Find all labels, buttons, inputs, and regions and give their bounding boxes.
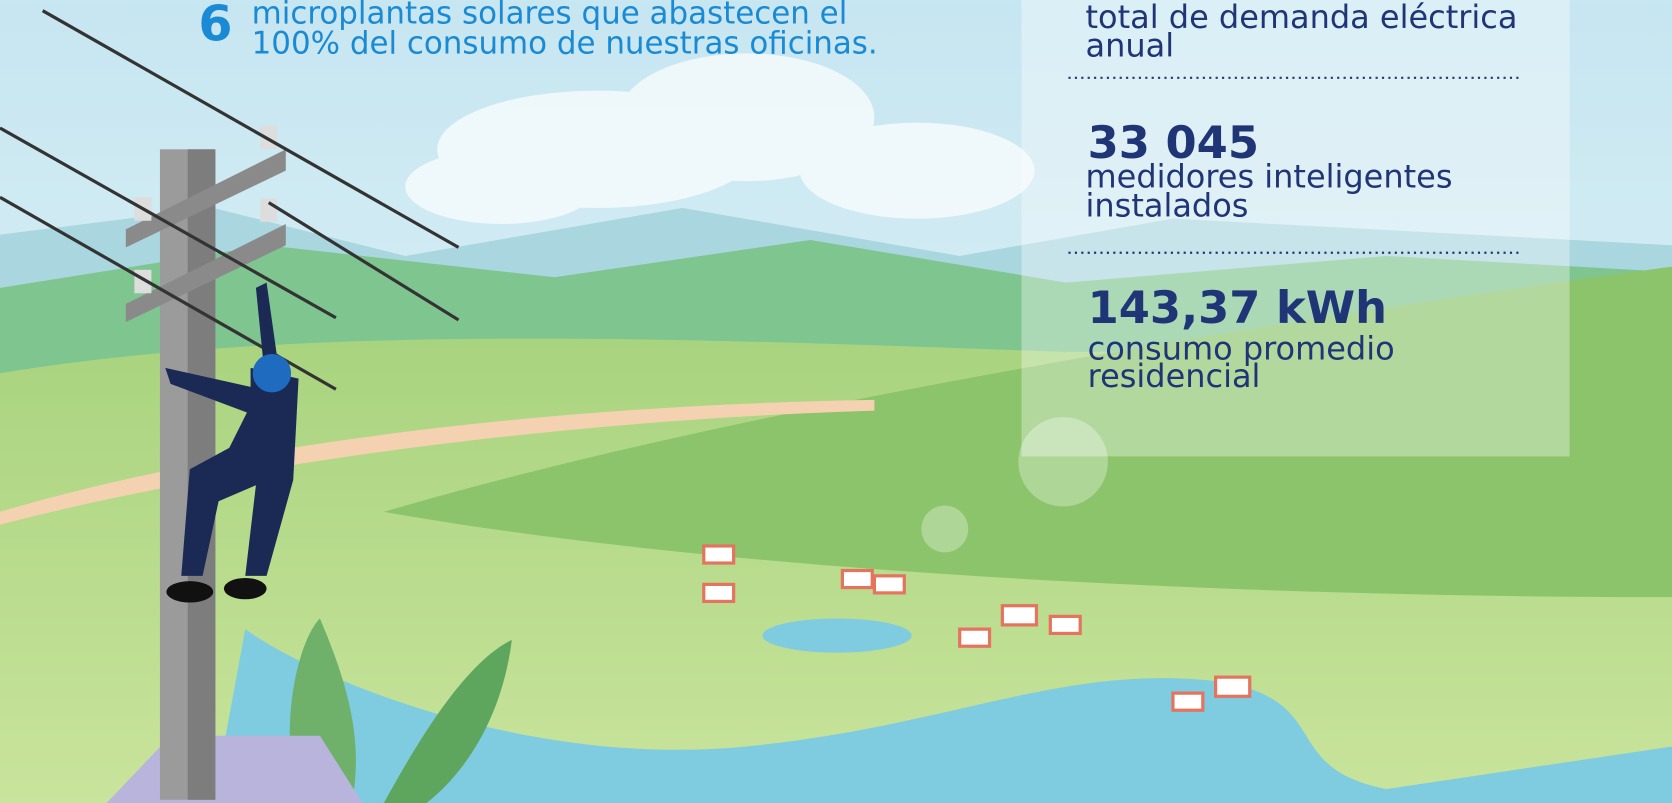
crop-field: [383, 266, 1672, 598]
intro-text: 100% del consumo de nuestras oficinas.: [252, 25, 878, 61]
stat-number: 143,37 kWh: [1088, 281, 1387, 334]
stats-panel: [1021, 0, 1570, 457]
lake: [762, 618, 912, 653]
stat-description: instalados: [1086, 186, 1249, 224]
clouds: [405, 53, 1035, 224]
stat-number: 33 045: [1088, 116, 1259, 169]
houses: [702, 544, 1252, 712]
intro-text: microplantas solares que abastecen el: [252, 0, 848, 31]
stat-description: consumo promedio: [1088, 329, 1395, 367]
stat-description: medidores inteligentes: [1086, 158, 1453, 196]
leaf: [383, 639, 512, 803]
stat-description: anual: [1086, 27, 1175, 65]
stat-description: residencial: [1088, 357, 1261, 395]
river: [213, 629, 1672, 803]
worker: [165, 282, 299, 603]
intro-number: 6: [198, 0, 232, 53]
stat-description: total de demanda eléctrica: [1086, 0, 1518, 36]
road: [0, 399, 875, 525]
light-bokeh: [921, 505, 969, 553]
light-bokeh: [1018, 416, 1108, 507]
